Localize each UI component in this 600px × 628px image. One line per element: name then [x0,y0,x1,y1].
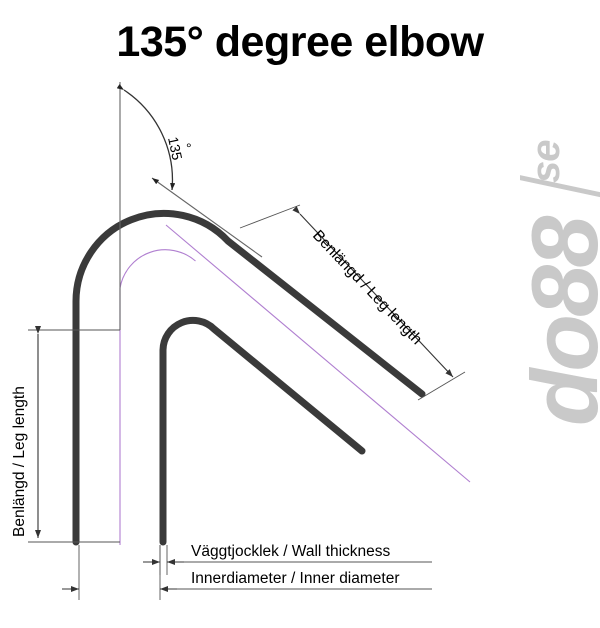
vertical-leg-length-dimension: Benlängd / Leg length [11,326,120,543]
bend-centerline [119,249,196,289]
wall-thickness-dimension: Väggtjocklek / Wall thickness [143,543,432,575]
centerlines [119,224,471,545]
wall-thickness-label: Väggtjocklek / Wall thickness [191,543,391,560]
page-title: 135° degree elbow [116,18,484,66]
elbow-pipe-outline [72,209,426,546]
inner-diameter-dimension: Innerdiameter / Inner diameter [62,545,432,600]
pipe-inner-wall [159,316,366,546]
diagonal-dim-line [292,206,454,378]
angle-arc-icon [116,83,176,191]
angle-degree-symbol: ° [186,140,192,156]
diagonal-dim-extension-start [239,204,301,229]
angle-value-label: 135 [165,135,186,161]
diagonal-leg-length-dimension: Benlängd / Leg length [239,204,466,401]
vertical-leg-length-label: Benlängd / Leg length [11,386,28,537]
inner-diameter-label: Innerdiameter / Inner diameter [191,570,400,587]
pipe-outer-wall [72,209,426,546]
diagonal-dim-extension-end [417,371,466,401]
angle-annotation: 135 ° [116,82,263,330]
diagonal-leg-length-label: Benlängd / Leg length [309,227,425,348]
diagonal-centerline [165,224,471,483]
angle-diagonal-reference [151,177,263,258]
